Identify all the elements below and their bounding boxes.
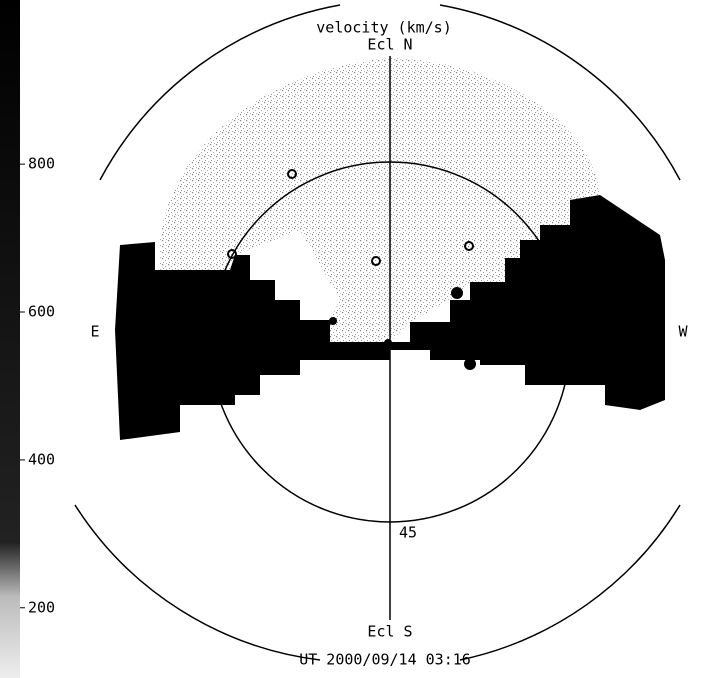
north-label: Ecl N <box>367 36 412 54</box>
colorbar-tick-label: 200 <box>28 598 55 616</box>
colorbar-tick-label: 600 <box>28 303 55 321</box>
black-region <box>390 195 665 410</box>
colorbar-tick-label: 800 <box>28 155 55 173</box>
colorbar-tick-label: 400 <box>28 450 55 468</box>
colorbar-title: velocity (km/s) <box>316 19 451 37</box>
timestamp: UT 2000/09/14 03:16 <box>299 651 471 669</box>
east-label: E <box>90 323 99 341</box>
points <box>227 169 476 370</box>
black-region <box>115 242 390 440</box>
colorbar-ticks: 200 400 600 800 <box>20 155 55 616</box>
colorbar <box>0 0 20 678</box>
clear-region <box>235 230 340 320</box>
outer-circle <box>74 4 681 661</box>
south-label: Ecl S <box>367 623 412 641</box>
west-label: W <box>678 323 688 341</box>
inner-circle-label: 45 <box>399 524 417 542</box>
